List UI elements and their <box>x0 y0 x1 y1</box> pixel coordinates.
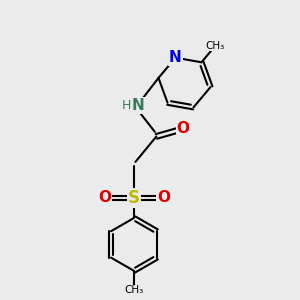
Text: O: O <box>98 190 111 206</box>
Text: N: N <box>169 50 182 65</box>
Text: N: N <box>131 98 144 113</box>
Text: CH₃: CH₃ <box>124 285 143 295</box>
Text: H: H <box>122 99 131 112</box>
Text: O: O <box>157 190 170 206</box>
Text: O: O <box>176 122 189 136</box>
Text: CH₃: CH₃ <box>205 41 225 51</box>
Text: S: S <box>128 189 140 207</box>
